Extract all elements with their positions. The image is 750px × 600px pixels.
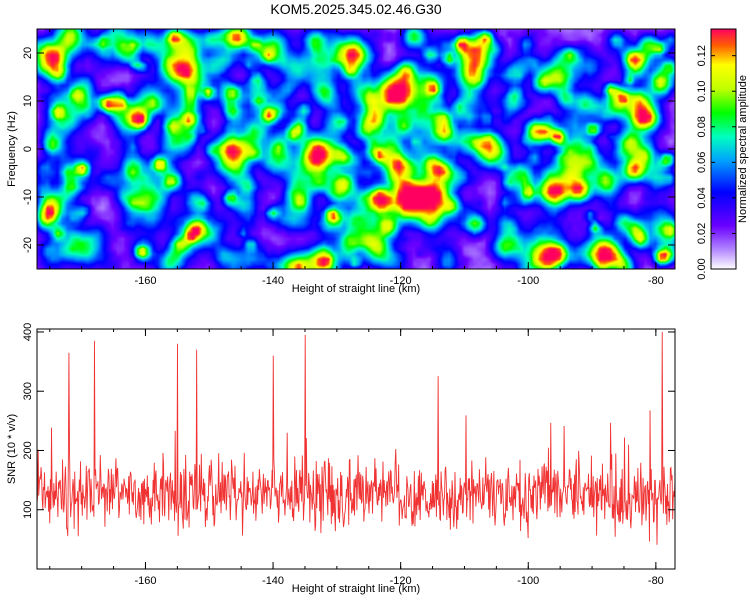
spectrogram-xtick-label: -160 <box>134 275 156 287</box>
snr-ytick-label: 400 <box>22 323 34 341</box>
spectrogram-canvas <box>37 29 675 269</box>
colorbar-tick-label: 0.00 <box>696 258 708 279</box>
snr-panel: -160 -140 -120 -100 -80 100 200 300 400 Height o… <box>6 323 676 595</box>
snr-ytick-label: 300 <box>22 382 34 400</box>
snr-xtick-label: -160 <box>134 575 156 587</box>
colorbar-tick-label: 0.02 <box>696 223 708 244</box>
spectrogram-ylabel: Frequency (Hz) <box>6 111 18 187</box>
colorbar-tick-label: 0.10 <box>696 81 708 102</box>
snr-xtick-label: -80 <box>648 575 664 587</box>
spectrogram-xtick-label: -120 <box>390 275 412 287</box>
colorbar-tick-label: 0.12 <box>696 45 708 66</box>
colorbar-ticks: 0.00 0.02 0.04 0.06 0.08 0.10 0.12 <box>696 45 736 280</box>
snr-ytick-label: 200 <box>22 441 34 459</box>
snr-xtick-label: -140 <box>262 575 284 587</box>
snr-xtick-label: -120 <box>390 575 412 587</box>
snr-ylabel: SNR (10 * v/v) <box>6 414 18 484</box>
spectrogram-ytick-label: -20 <box>22 237 34 253</box>
snr-ticks: -160 -140 -120 -100 -80 100 200 300 400 <box>22 323 675 587</box>
snr-xlabel: Height of straight line (km) <box>292 583 420 595</box>
spectrogram-ytick-label: 0 <box>22 146 34 152</box>
colorbar-tick-label: 0.08 <box>696 116 708 137</box>
snr-ytick-label: 100 <box>22 501 34 519</box>
colorbar-tick-label: 0.06 <box>696 152 708 173</box>
snr-xtick-label: -100 <box>517 575 539 587</box>
spectrogram-xtick-label: -80 <box>648 275 664 287</box>
spectrogram-xtick-label: -100 <box>517 275 539 287</box>
colorbar-tick-label: 0.04 <box>696 187 708 208</box>
chart-title: KOM5.2025.345.02.46.G30 <box>270 1 441 17</box>
snr-series-line <box>37 331 675 545</box>
spectrogram-xtick-label: -140 <box>262 275 284 287</box>
spectrogram-ytick-label: 10 <box>22 95 34 107</box>
colorbar-gradient <box>710 28 737 270</box>
spectrogram-xlabel: Height of straight line (km) <box>292 283 420 295</box>
snr-frame <box>36 328 676 570</box>
colorbar-label: Normalized spectral amplitude <box>737 75 749 223</box>
colorbar: 0.00 0.02 0.04 0.06 0.08 0.10 0.12 Normalized … <box>696 28 749 280</box>
spectrogram-heatmap <box>37 29 675 269</box>
spectrogram-ytick-label: 20 <box>22 47 34 59</box>
spectrogram-ytick-label: -10 <box>22 189 34 205</box>
